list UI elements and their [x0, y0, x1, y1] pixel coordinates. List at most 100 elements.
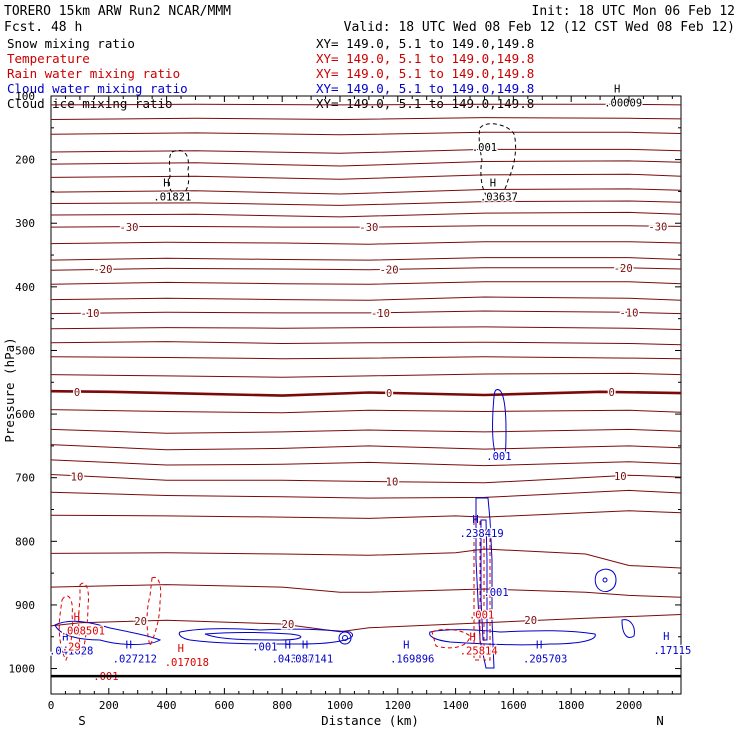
isotherm-m4	[50, 356, 682, 360]
isotherm-m36	[50, 200, 682, 206]
isotherm-m34	[50, 211, 682, 218]
y-tick-label: 800	[15, 535, 35, 548]
isotherm-label: 20	[282, 619, 295, 631]
cloud-water-right-edge	[621, 619, 635, 638]
isotherm-m10	[50, 310, 682, 315]
x-tick-label: 200	[99, 699, 119, 712]
y-tick-label: 700	[15, 472, 35, 485]
y-tick-label: 400	[15, 281, 35, 294]
maximum-value-label: .01821	[153, 192, 191, 204]
legend-label-temperature: Temperature	[7, 51, 90, 66]
isotherm-12	[50, 489, 682, 499]
isotherm-label: 0	[74, 387, 80, 399]
cloud-water-column-inner	[480, 519, 488, 641]
maximum-h-marker: H	[470, 632, 476, 644]
maximum-value-label: .043387	[272, 653, 316, 665]
y-axis-label: Pressure (hPa)	[2, 337, 17, 442]
isotherm-label: 10	[614, 471, 627, 483]
isotherm-label: -20	[380, 265, 399, 277]
isotherm-10	[50, 474, 682, 484]
legend-xy-rain: XY= 149.0, 5.1 to 149.0,149.8	[316, 66, 534, 81]
isotherm-m12	[50, 296, 682, 301]
maximum-h-marker: H	[74, 611, 80, 623]
header-init: Init: 18 UTC Mon 06 Feb 12	[532, 4, 736, 19]
rain-contour-1480km	[473, 519, 481, 661]
isotherm-18	[50, 584, 682, 598]
legend-label-cloud-water: Cloud water mixing ratio	[7, 81, 188, 96]
isotherm-label: -10	[619, 307, 638, 319]
isotherm-m38	[50, 188, 682, 195]
isotherm-m30	[50, 225, 682, 228]
isotherm-label: -20	[614, 263, 633, 275]
maximum-value-label: .001	[252, 641, 277, 653]
cloud-water-low-left	[54, 620, 162, 645]
x-tick-label: 1200	[385, 699, 412, 712]
legend-label-snow: Snow mixing ratio	[7, 36, 135, 51]
maximum-h-marker: H	[62, 632, 68, 644]
isotherm-label: 0	[386, 388, 392, 400]
legend: Snow mixing ratio XY= 149.0, 5.1 to 149.…	[7, 36, 534, 111]
isotherm-m20	[50, 267, 682, 271]
legend-label-rain: Rain water mixing ratio	[7, 66, 180, 81]
endpoint-right-label: N	[656, 713, 664, 728]
cloud-water-contour-upper	[492, 389, 507, 461]
maximum-value-label: .03637	[480, 192, 518, 204]
isotherm-8	[50, 459, 682, 467]
header-valid: Valid: 18 UTC Wed 08 Feb 12 (12 CST Wed …	[344, 20, 735, 35]
x-tick-label: 800	[272, 699, 292, 712]
rain-contour-380km	[146, 576, 162, 648]
plot-frame	[50, 95, 682, 695]
maximum-h-marker: H	[472, 514, 478, 526]
maximum-value-label: .169896	[390, 653, 434, 665]
isotherm-label: 10	[71, 471, 84, 483]
y-tick-label: 600	[15, 408, 35, 421]
isotherm-2	[50, 409, 682, 414]
maximum-value-label: .041628	[49, 646, 93, 658]
maximum-value-label: .25814	[460, 646, 498, 658]
isotherm-m42	[50, 160, 682, 167]
y-tick-label: 500	[15, 344, 35, 357]
header-model: TORERO 15km ARW Run2 NCAR/MMM	[4, 4, 231, 19]
isotherm-label: -30	[648, 221, 667, 233]
y-tick-label: 100	[15, 90, 35, 103]
isotherm-label: -30	[359, 222, 378, 234]
cloud-water-column	[475, 497, 495, 669]
x-axis-label: Distance (km)	[321, 713, 419, 728]
ice-contour-400km	[168, 150, 190, 197]
maximum-value-label: .008501	[61, 625, 105, 637]
x-tick-label: 1400	[442, 699, 469, 712]
isotherm-label: -10	[371, 308, 390, 320]
cloud-water-low-right	[429, 629, 596, 646]
maximum-value-label: .001	[469, 609, 494, 621]
isotherm-m6	[50, 341, 682, 346]
maximum-value-label: .17115	[653, 645, 691, 657]
maximum-value-label: .205703	[523, 653, 567, 665]
isotherm-m40	[50, 173, 682, 180]
maximum-h-marker: H	[614, 83, 620, 95]
rain-contour-1400km	[431, 628, 471, 649]
maximum-value-label: .238419	[459, 528, 503, 540]
maximum-h-marker: H	[490, 178, 496, 190]
isotherm-label: 20	[524, 615, 537, 627]
maximum-value-label: .00009	[604, 97, 642, 109]
legend-xy-cloud-water: XY= 149.0, 5.1 to 149.0,149.8	[316, 81, 534, 96]
isotherm-label: 10	[386, 477, 399, 489]
cloud-water-ring	[594, 568, 617, 593]
cloud-water-eye-inner	[342, 635, 348, 641]
x-tick-label: 1000	[327, 699, 354, 712]
isotherm-label: 0	[608, 387, 614, 399]
maximum-h-marker: H	[536, 639, 542, 651]
maximum-h-marker: H	[285, 639, 291, 651]
cloud-water-low-mid2	[204, 632, 302, 641]
isotherm-label: -10	[81, 308, 100, 320]
isotherm-m28	[50, 241, 682, 245]
hydrometeor-layer	[54, 123, 635, 669]
endpoint-left-label: S	[78, 713, 86, 728]
x-tick-label: 1800	[558, 699, 585, 712]
x-tick-label: 0	[48, 699, 55, 712]
rain-contour-left2	[78, 582, 89, 657]
x-axis: 0 200 400 600 800 1000 1200 1400 1600 1800 2000	[48, 96, 673, 712]
maximum-h-marker: H	[302, 639, 308, 651]
